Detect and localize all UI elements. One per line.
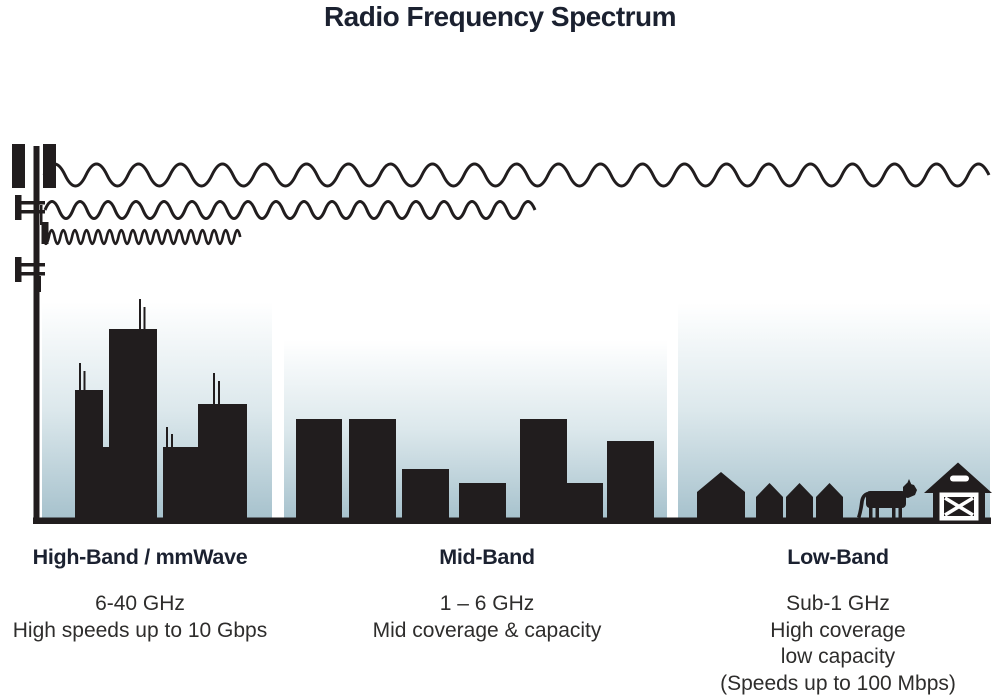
building xyxy=(163,447,198,520)
band-line: low capacity xyxy=(780,645,896,668)
house-icon xyxy=(816,483,843,520)
band-line: (Speeds up to 100 Mbps) xyxy=(720,671,956,695)
barn-vent xyxy=(950,475,969,482)
band-label-mid: Mid-Band 1 – 6 GHz Mid coverage & capaci… xyxy=(357,545,617,644)
antenna-mast xyxy=(171,434,173,448)
building xyxy=(103,447,109,520)
band-heading: Low-Band xyxy=(787,545,889,569)
antenna-mast xyxy=(143,307,146,330)
building xyxy=(567,483,603,520)
house-icon xyxy=(697,472,745,520)
mid-frequency-wave-icon xyxy=(43,200,537,220)
ground-line xyxy=(33,517,991,524)
band-line: 1 – 6 GHz xyxy=(439,592,535,615)
house-icon xyxy=(756,483,783,520)
building xyxy=(75,390,103,520)
antenna-mast xyxy=(218,381,220,405)
cow-icon xyxy=(857,479,917,520)
band-line: Mid coverage & capacity xyxy=(372,618,602,642)
building xyxy=(296,419,342,520)
band-label-low: Low-Band Sub-1 GHz High coverage low cap… xyxy=(688,545,988,697)
band-line: High speeds up to 10 Gbps xyxy=(12,618,268,642)
band-heading: Mid-Band xyxy=(439,545,535,569)
high-frequency-wave-icon xyxy=(41,228,242,246)
antenna-mast xyxy=(213,373,215,405)
cell-tower-icon xyxy=(12,144,56,524)
house-icon xyxy=(786,483,813,520)
building xyxy=(402,469,449,520)
radio-waves xyxy=(41,162,991,246)
page-title: Radio Frequency Spectrum xyxy=(323,1,677,32)
building xyxy=(520,419,567,520)
band-line: High coverage xyxy=(770,618,906,642)
low-frequency-wave-icon xyxy=(42,162,991,188)
antenna-mast xyxy=(166,427,168,448)
antenna-mast xyxy=(83,371,86,391)
building xyxy=(459,483,506,520)
building xyxy=(607,441,654,520)
building xyxy=(109,329,157,520)
band-line: Sub-1 GHz xyxy=(786,592,890,615)
band-heading: High-Band / mmWave xyxy=(32,545,248,569)
building xyxy=(198,404,247,520)
skyscrapers-icon xyxy=(75,299,247,520)
band-label-high: High-Band / mmWave 6-40 GHz High speeds … xyxy=(10,545,270,644)
band-line: 6-40 GHz xyxy=(95,592,185,615)
antenna-mast xyxy=(139,299,141,330)
houses xyxy=(697,472,843,520)
buildings-icon xyxy=(296,419,654,520)
building xyxy=(349,419,396,520)
antenna-mast xyxy=(79,363,81,391)
barn-icon xyxy=(924,462,992,524)
